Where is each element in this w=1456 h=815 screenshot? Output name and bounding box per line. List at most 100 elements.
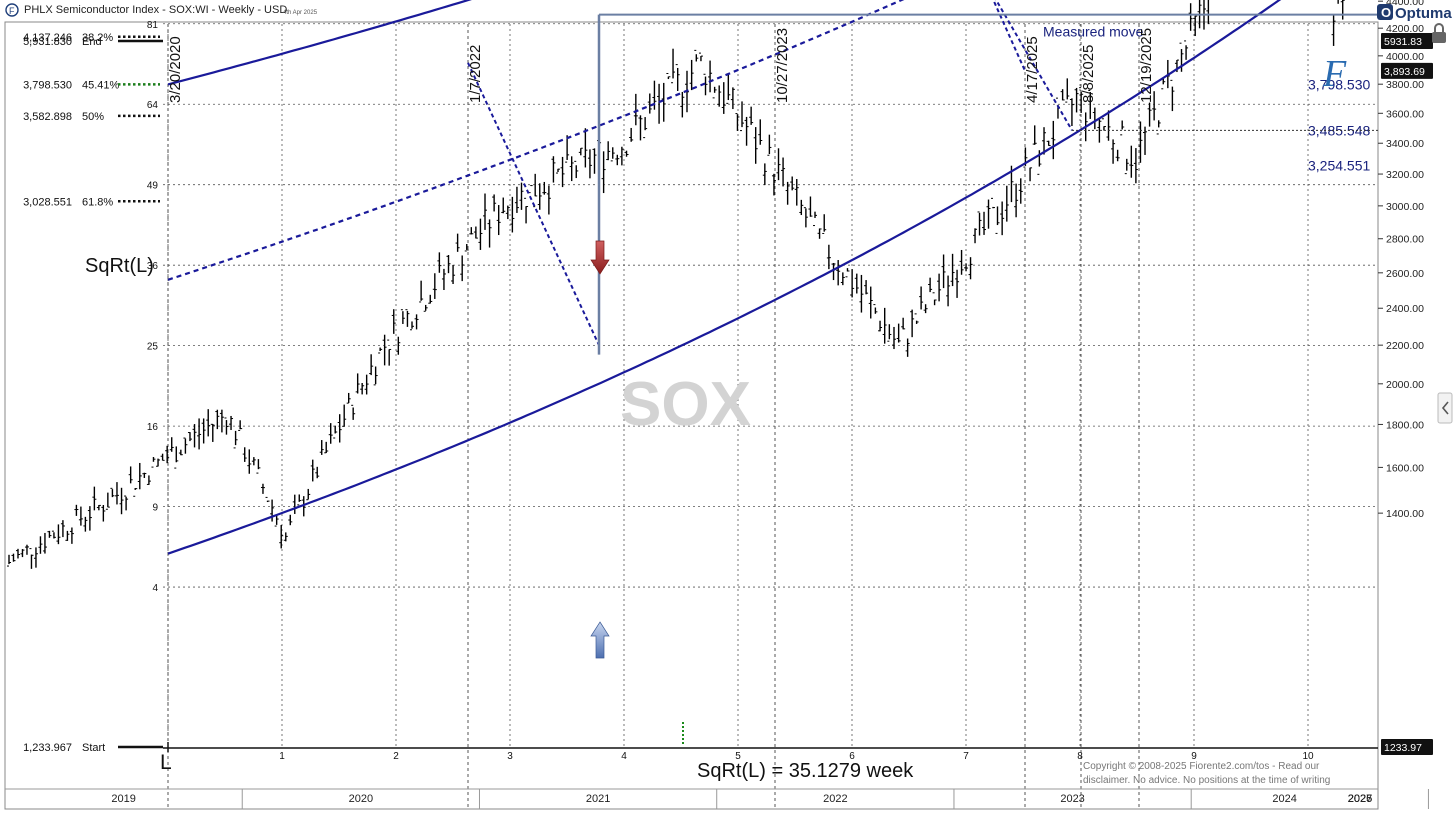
left-scale-tick: 9 [152,503,158,514]
candle [1124,158,1129,175]
candle [1193,15,1198,37]
y-tick: 1800.00 [1386,419,1424,431]
y-tick: 2600.00 [1386,268,1424,280]
candle [560,156,565,188]
price-boxes: 5931.83 3,893.69 1233.97 [1381,33,1433,755]
collapse-panel-icon[interactable] [1437,392,1453,424]
candle [315,466,320,479]
y-tick: 3800.00 [1386,79,1424,91]
candle [661,82,666,122]
y-tick: 3200.00 [1386,169,1424,181]
candle [42,532,47,554]
candle [1000,201,1005,236]
price-markers: 5,931.830 End 4,137.246 38.2% 3,798.530 45.41… [23,32,163,754]
svg-text:5931.83: 5931.83 [1384,36,1422,48]
candle [56,524,61,545]
level-label: 3,485.548 [1308,122,1370,138]
candle [610,147,615,162]
candle [473,226,478,239]
chart-date: 4th Apr 2025 [283,10,318,16]
candle [813,211,818,227]
candle [233,430,238,449]
price-candles [7,0,1345,569]
candle [378,347,383,354]
candle [256,459,261,474]
right-price-axis: 1400.00 1600.00 1800.00 2000.00 2200.00 2400.… [1378,0,1424,520]
sqrt-curve [167,0,1282,555]
year-label: 2023 [1060,793,1084,805]
candle [396,336,401,355]
candle [946,275,951,307]
price-marker: 5,931.830 End [23,36,163,48]
candle [24,544,29,555]
candle [105,492,110,510]
svg-text:disclaimer. No advice. No posi: disclaimer. No advice. No positions at t… [1083,775,1330,786]
candle [260,483,265,494]
candle [629,127,634,142]
candle [698,52,703,62]
candle [762,163,767,186]
candle [955,269,960,298]
candle [896,323,901,343]
candle [400,309,405,324]
candle [708,60,713,93]
unit-tick: 9 [1191,751,1197,762]
candle [1018,178,1023,204]
candle [519,182,524,210]
candle [776,148,781,181]
candle [265,496,270,503]
candle [1133,148,1138,184]
candle [941,254,946,289]
candle [565,135,570,163]
candle [33,547,38,568]
candle [165,445,170,464]
candle [578,147,583,156]
down-arrow-icon [590,240,610,275]
y-tick: 2000.00 [1386,379,1424,391]
candle [487,219,492,248]
svg-text:38.2%: 38.2% [82,32,113,44]
candle [973,228,978,244]
candle [47,530,52,538]
unit-tick: 5 [735,751,741,762]
candle [464,243,469,252]
candle [274,515,279,527]
candle [551,156,556,183]
watermark: SOX [620,370,751,439]
svg-text:1233.97: 1233.97 [1384,742,1422,754]
lock-icon[interactable] [1432,23,1446,43]
candle [914,313,919,324]
candle [1051,120,1056,160]
candle [873,304,878,314]
candle [910,309,915,338]
price-box: 1233.97 [1381,739,1433,755]
candle [1161,78,1166,90]
candle [160,453,165,461]
candle [744,116,749,146]
candle [1179,42,1184,72]
candle [740,101,745,132]
left-scale-tick: 16 [147,422,159,433]
candle [726,73,731,104]
candle [749,106,754,125]
unit-tick: 4 [621,751,627,762]
candle [337,414,342,443]
svg-text:Start: Start [82,742,105,754]
candle [229,415,234,431]
candle [11,553,16,562]
candle [555,168,560,174]
candle [1079,87,1084,113]
candle [982,211,987,235]
candle [505,205,510,220]
candle [15,548,20,559]
y-tick: 1600.00 [1386,462,1424,474]
unit-tick: 3 [507,751,513,762]
candle [351,404,356,420]
year-label: 2021 [586,793,610,805]
candle [1203,0,1206,30]
candle [905,338,910,357]
candle [868,286,873,319]
candle [333,425,338,439]
